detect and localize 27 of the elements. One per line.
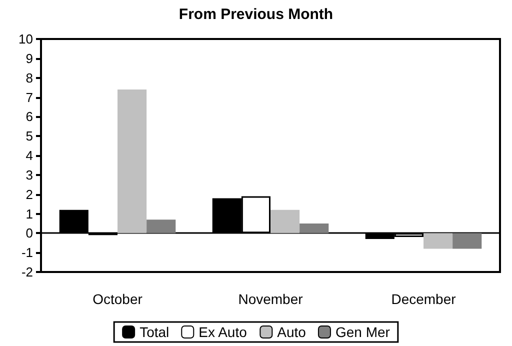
y-tick-label: 5 (26, 128, 33, 144)
bar (146, 220, 176, 234)
bar (270, 210, 300, 234)
legend-label: Gen Mer (335, 324, 390, 340)
chart-title: From Previous Month (178, 6, 334, 23)
y-tick-label: 7 (26, 90, 33, 105)
y-tick-label: 10 (18, 32, 33, 46)
y-tick-label: 4 (26, 148, 33, 163)
legend-label: Total (140, 324, 170, 340)
y-tick-label: 3 (26, 167, 33, 182)
y-tick-label: 6 (26, 109, 33, 124)
legend-label: Auto (277, 324, 306, 340)
y-tick-label: 1 (26, 206, 33, 222)
bar (300, 223, 329, 234)
y-tick-label: 0 (26, 226, 33, 241)
x-tick-label: November (238, 291, 304, 307)
y-tick-label: -2 (21, 264, 33, 280)
bar (118, 89, 147, 234)
bar (424, 233, 453, 249)
legend-label: Ex Auto (198, 324, 248, 340)
x-tick-label: October (92, 291, 143, 307)
y-tick-label: 8 (26, 70, 33, 86)
y-tick-label: -1 (21, 245, 33, 260)
y-tick-label: 2 (26, 186, 33, 202)
bar (452, 233, 482, 249)
x-tick-label: December (391, 291, 456, 307)
y-tick-label: 9 (26, 50, 33, 66)
